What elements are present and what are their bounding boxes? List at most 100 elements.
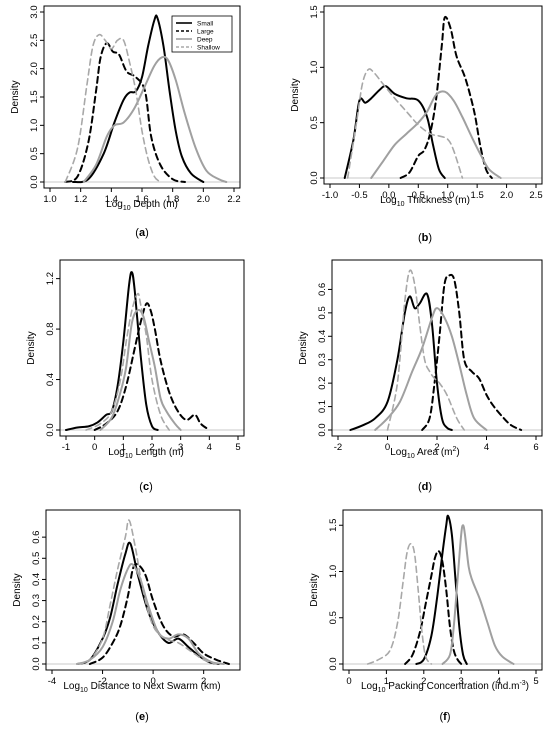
- x-tick-label: 1: [121, 442, 126, 453]
- panel-f: 0 1 2 3 4 5 0.0 0.5 1.0 1.5 Density Log10 Packing C…: [309, 509, 543, 723]
- panel-c: -1 0 1 2 3 4 5 0.0 0.4 0.8 1.2 Density Log10 Length …: [26, 259, 245, 493]
- y-tick-label: 0.6: [317, 283, 328, 296]
- y-tick-label: 1.0: [309, 61, 320, 74]
- y-tick-label: 0.5: [328, 611, 339, 624]
- series-line-large: [64, 42, 186, 183]
- y-tick-label: 0.3: [31, 594, 42, 607]
- plot-frame: [331, 259, 543, 437]
- series-line-shallow: [346, 68, 464, 179]
- x-tick-label: 0.0: [382, 190, 395, 201]
- x-tick-label: 2: [201, 676, 206, 687]
- y-tick-label: 0.3: [317, 353, 328, 366]
- y-tick-label: 0.1: [31, 636, 42, 649]
- x-tick-label: -4: [48, 676, 56, 687]
- x-tick-label: 0: [150, 676, 155, 687]
- y-tick-label: 0.0: [29, 175, 40, 188]
- x-tick-label: 2: [434, 442, 439, 453]
- x-tick-label: 1: [384, 676, 389, 687]
- x-tick-label: 2: [421, 676, 426, 687]
- y-tick-label: 1.5: [29, 90, 40, 103]
- series-line-large: [421, 273, 523, 431]
- x-tick-label: 5: [235, 442, 240, 453]
- plot-frame: [323, 5, 543, 185]
- series-line-shallow: [386, 269, 466, 431]
- x-tick-label: 2.5: [529, 190, 542, 201]
- y-tick-label: 0.5: [309, 116, 320, 129]
- panel-d: -2 0 2 4 6 0.0 0.1 0.2 0.3 0.4 0.5 0.6 Density Log10 …: [298, 259, 543, 493]
- y-tick-label: 0.5: [31, 552, 42, 565]
- x-tick-label: 2.0: [197, 194, 210, 205]
- x-tick-label: 1.0: [441, 190, 454, 201]
- x-tick-label: 2.2: [227, 194, 240, 205]
- x-tick-label: 4: [207, 442, 212, 453]
- y-tick-label: 1.2: [45, 272, 56, 285]
- x-tick-label: 1.8: [166, 194, 179, 205]
- y-tick-label: 0.2: [31, 615, 42, 628]
- series-line-shallow: [76, 519, 218, 665]
- y-tick-label: 0.6: [31, 531, 42, 544]
- x-tick-label: 0: [92, 442, 97, 453]
- series-line-small: [349, 292, 453, 431]
- panel-label: (b): [418, 232, 432, 244]
- y-tick-label: 1.5: [309, 5, 320, 18]
- y-tick-label: 0.5: [317, 306, 328, 319]
- x-tick-label: 1.0: [43, 194, 56, 205]
- x-tick-label: 1.5: [471, 190, 484, 201]
- x-tick-label: -2: [98, 676, 106, 687]
- series-line-small: [65, 271, 159, 431]
- y-tick-label: 0.5: [29, 147, 40, 160]
- y-tick-label: 1.5: [328, 519, 339, 532]
- y-tick-label: 0.1: [317, 400, 328, 413]
- x-tick-label: 1.6: [135, 194, 148, 205]
- x-tick-label: 2: [149, 442, 154, 453]
- x-tick-label: 0.5: [412, 190, 425, 201]
- x-tick-label: 1.4: [105, 194, 118, 205]
- series-line-deep: [76, 562, 225, 665]
- plot-frame: [342, 509, 543, 671]
- panel-label: (c): [139, 481, 152, 493]
- plot-frame: [59, 259, 245, 437]
- x-tick-label: 2.0: [500, 190, 513, 201]
- y-tick-label: 3.0: [29, 5, 40, 18]
- y-axis-label: Density: [10, 80, 21, 113]
- y-tick-label: 0.0: [317, 423, 328, 436]
- y-tick-label: 1.0: [29, 119, 40, 132]
- y-tick-label: 0.2: [317, 377, 328, 390]
- x-tick-label: 3: [178, 442, 183, 453]
- legend-label-small: Small: [197, 21, 214, 28]
- panel-label: (f): [439, 711, 450, 723]
- x-axis-label: Log10 Packing Concentration (ind.m-3): [361, 680, 529, 694]
- x-tick-label: -0.5: [351, 190, 367, 201]
- x-axis-label: Log10 Area (m2): [390, 446, 460, 460]
- x-axis-label: Log10 Thickness (m): [380, 195, 470, 208]
- panel-label: (d): [418, 481, 432, 493]
- series-line-large: [399, 15, 493, 179]
- series-line-small: [72, 14, 205, 184]
- y-tick-label: 0.4: [317, 330, 328, 343]
- series-line-deep: [374, 307, 488, 431]
- series-line-small: [76, 541, 220, 665]
- legend-label-shallow: Shallow: [197, 45, 220, 52]
- plot-frame: [45, 509, 241, 671]
- y-axis-label: Density: [309, 573, 320, 606]
- x-axis-label: Log10 Length (m): [108, 447, 184, 460]
- x-tick-label: 0: [385, 442, 390, 453]
- x-tick-label: 4: [484, 442, 489, 453]
- series-line-deep: [99, 308, 182, 431]
- y-tick-label: 0.0: [328, 657, 339, 670]
- panel-e: -4 -2 0 2 0.0 0.1 0.2 0.3 0.4 0.5 0.6 Density Log10 …: [12, 509, 241, 723]
- x-tick-label: -1: [62, 442, 70, 453]
- x-tick-label: 4: [496, 676, 501, 687]
- x-tick-label: 0: [346, 676, 351, 687]
- y-tick-label: 0.0: [31, 657, 42, 670]
- legend-label-large: Large: [197, 29, 214, 36]
- x-tick-label: -1.0: [322, 190, 338, 201]
- y-tick-label: 2.0: [29, 62, 40, 75]
- series-line-shallow: [64, 33, 162, 183]
- series-line-small: [415, 514, 468, 665]
- x-tick-label: 1.2: [74, 194, 87, 205]
- legend-box: [171, 15, 233, 53]
- y-axis-label: Density: [290, 78, 301, 111]
